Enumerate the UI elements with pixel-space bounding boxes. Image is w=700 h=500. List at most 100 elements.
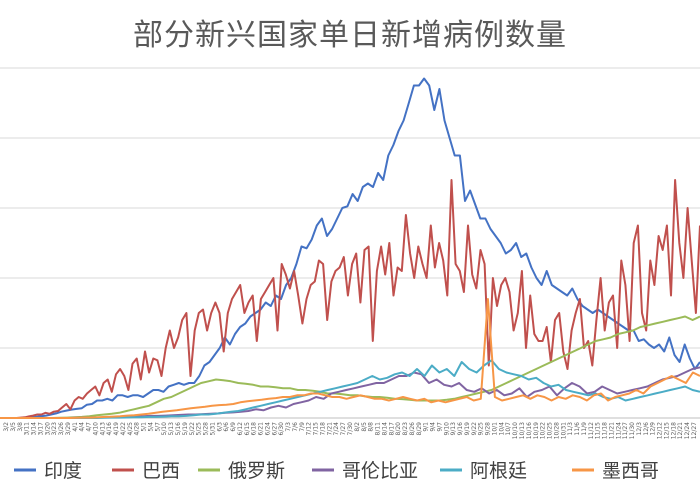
- x-tick-label: 9/13: [450, 422, 457, 436]
- x-tick-label: 9/4: [430, 422, 437, 432]
- x-tick-label: 8/29: [416, 422, 423, 436]
- x-tick-label: 12/3: [636, 422, 643, 436]
- x-tick-label: 8/5: [361, 422, 368, 432]
- x-tick-label: 9/10: [443, 422, 450, 436]
- x-tick-label: 5/25: [196, 422, 203, 436]
- x-tick-label: 6/24: [264, 422, 271, 436]
- series-line-5: [0, 298, 700, 419]
- x-tick-label: 7/30: [347, 422, 354, 436]
- x-tick-label: 6/6: [223, 422, 230, 432]
- legend-label-4: 阿根廷: [470, 460, 527, 482]
- x-tick-label: 5/1: [141, 422, 148, 432]
- x-tick-label: 9/7: [436, 422, 443, 432]
- x-tick-label: 10/1: [491, 422, 498, 436]
- x-tick-label: 7/12: [306, 422, 313, 436]
- x-tick-label: 6/3: [216, 422, 223, 432]
- x-tick-label: 5/28: [203, 422, 210, 436]
- x-tick-label: 9/1: [423, 422, 430, 432]
- x-tick-label: 7/24: [333, 422, 340, 436]
- x-tick-label: 10/22: [540, 422, 547, 439]
- x-tick-label: 3/5: [10, 422, 17, 432]
- x-tick-label: 6/27: [271, 422, 278, 436]
- legend-label-2: 俄罗斯: [228, 460, 285, 482]
- x-tick-label: 8/2: [354, 422, 361, 432]
- x-tick-label: 7/3: [285, 422, 292, 432]
- x-tick-label: 7/15: [313, 422, 320, 436]
- x-tick-label: 12/27: [691, 422, 698, 439]
- legend-label-5: 墨西哥: [602, 460, 659, 482]
- x-tick-label: 11/18: [602, 422, 609, 439]
- series-line-0: [0, 77, 700, 419]
- x-tick-label: 5/16: [175, 422, 182, 436]
- x-tick-label: 4/13: [99, 422, 106, 436]
- x-tick-label: 8/17: [388, 422, 395, 436]
- x-tick-label: 6/9: [230, 422, 237, 432]
- x-tick-label: 10/10: [512, 422, 519, 439]
- x-tick-label: 11/6: [574, 422, 581, 436]
- x-tick-label: 5/19: [182, 422, 189, 436]
- legend-label-1: 巴西: [142, 460, 180, 482]
- x-tick-label: 3/23: [51, 422, 58, 436]
- x-tick-label: 8/8: [368, 422, 375, 432]
- x-tick-label: 8/26: [409, 422, 416, 436]
- x-tick-label: 10/13: [519, 422, 526, 439]
- x-tick-label: 9/16: [457, 422, 464, 436]
- x-tick-label: 4/1: [72, 422, 79, 432]
- x-tick-label: 3/2: [3, 422, 10, 432]
- x-tick-label: 7/21: [326, 422, 333, 436]
- gridlines: [0, 67, 700, 419]
- x-tick-label: 4/22: [120, 422, 127, 436]
- x-tick-label: 3/26: [58, 422, 65, 436]
- x-tick-label: 11/27: [622, 422, 629, 439]
- x-tick-label: 8/23: [402, 422, 409, 436]
- x-tick-label: 4/4: [79, 422, 86, 432]
- x-tick-label: 3/14: [31, 422, 38, 436]
- x-tick-label: 11/3: [567, 422, 574, 436]
- x-tick-label: 4/16: [106, 422, 113, 436]
- x-tick-label: 12/12: [657, 422, 664, 439]
- x-tick-label: 12/6: [643, 422, 650, 436]
- x-tick-label: 6/12: [237, 422, 244, 436]
- legend: 印度 巴西 俄罗斯 哥伦比亚 阿根廷 墨西哥: [14, 460, 659, 482]
- series-lines: [0, 77, 700, 419]
- x-tick-label: 10/28: [553, 422, 560, 439]
- x-tick-label: 9/28: [485, 422, 492, 436]
- x-tick-label: 4/10: [92, 422, 99, 436]
- x-tick-label: 12/15: [663, 422, 670, 439]
- legend-label-3: 哥伦比亚: [342, 460, 418, 482]
- chart-title: 部分新兴国家单日新增病例数量: [133, 18, 567, 53]
- x-tick-label: 12/18: [670, 422, 677, 439]
- x-tick-label: 5/22: [189, 422, 196, 436]
- x-tick-label: 5/31: [209, 422, 216, 436]
- x-axis-tick-labels: 3/2 3/5 3/8 3/11 3/14 3/17 3/20 3/23 3/26 3/29 4/1…: [3, 422, 698, 439]
- x-tick-label: 12/9: [650, 422, 657, 436]
- x-tick-label: 12/24: [684, 422, 691, 439]
- x-tick-label: 9/22: [471, 422, 478, 436]
- x-tick-label: 10/16: [526, 422, 533, 439]
- x-tick-label: 11/21: [608, 422, 615, 439]
- x-tick-label: 12/21: [677, 422, 684, 439]
- series-line-2: [0, 315, 700, 419]
- x-tick-label: 5/13: [168, 422, 175, 436]
- x-tick-label: 3/20: [44, 422, 51, 436]
- x-tick-label: 5/7: [154, 422, 161, 432]
- x-tick-label: 3/8: [17, 422, 24, 432]
- x-tick-label: 7/6: [292, 422, 299, 432]
- x-tick-label: 5/10: [161, 422, 168, 436]
- x-tick-label: 11/12: [588, 422, 595, 439]
- x-tick-label: 7/9: [299, 422, 306, 432]
- legend-label-0: 印度: [44, 460, 82, 482]
- x-tick-label: 3/29: [65, 422, 72, 436]
- x-tick-label: 6/15: [244, 422, 251, 436]
- x-tick-label: 8/14: [381, 422, 388, 436]
- x-tick-label: 10/4: [498, 422, 505, 436]
- x-tick-label: 4/19: [113, 422, 120, 436]
- x-tick-label: 7/27: [340, 422, 347, 436]
- x-tick-label: 9/19: [464, 422, 471, 436]
- x-tick-label: 3/11: [24, 422, 31, 436]
- x-tick-label: 5/4: [147, 422, 154, 432]
- x-tick-label: 11/24: [615, 422, 622, 439]
- x-tick-label: 8/20: [395, 422, 402, 436]
- x-tick-label: 10/31: [560, 422, 567, 439]
